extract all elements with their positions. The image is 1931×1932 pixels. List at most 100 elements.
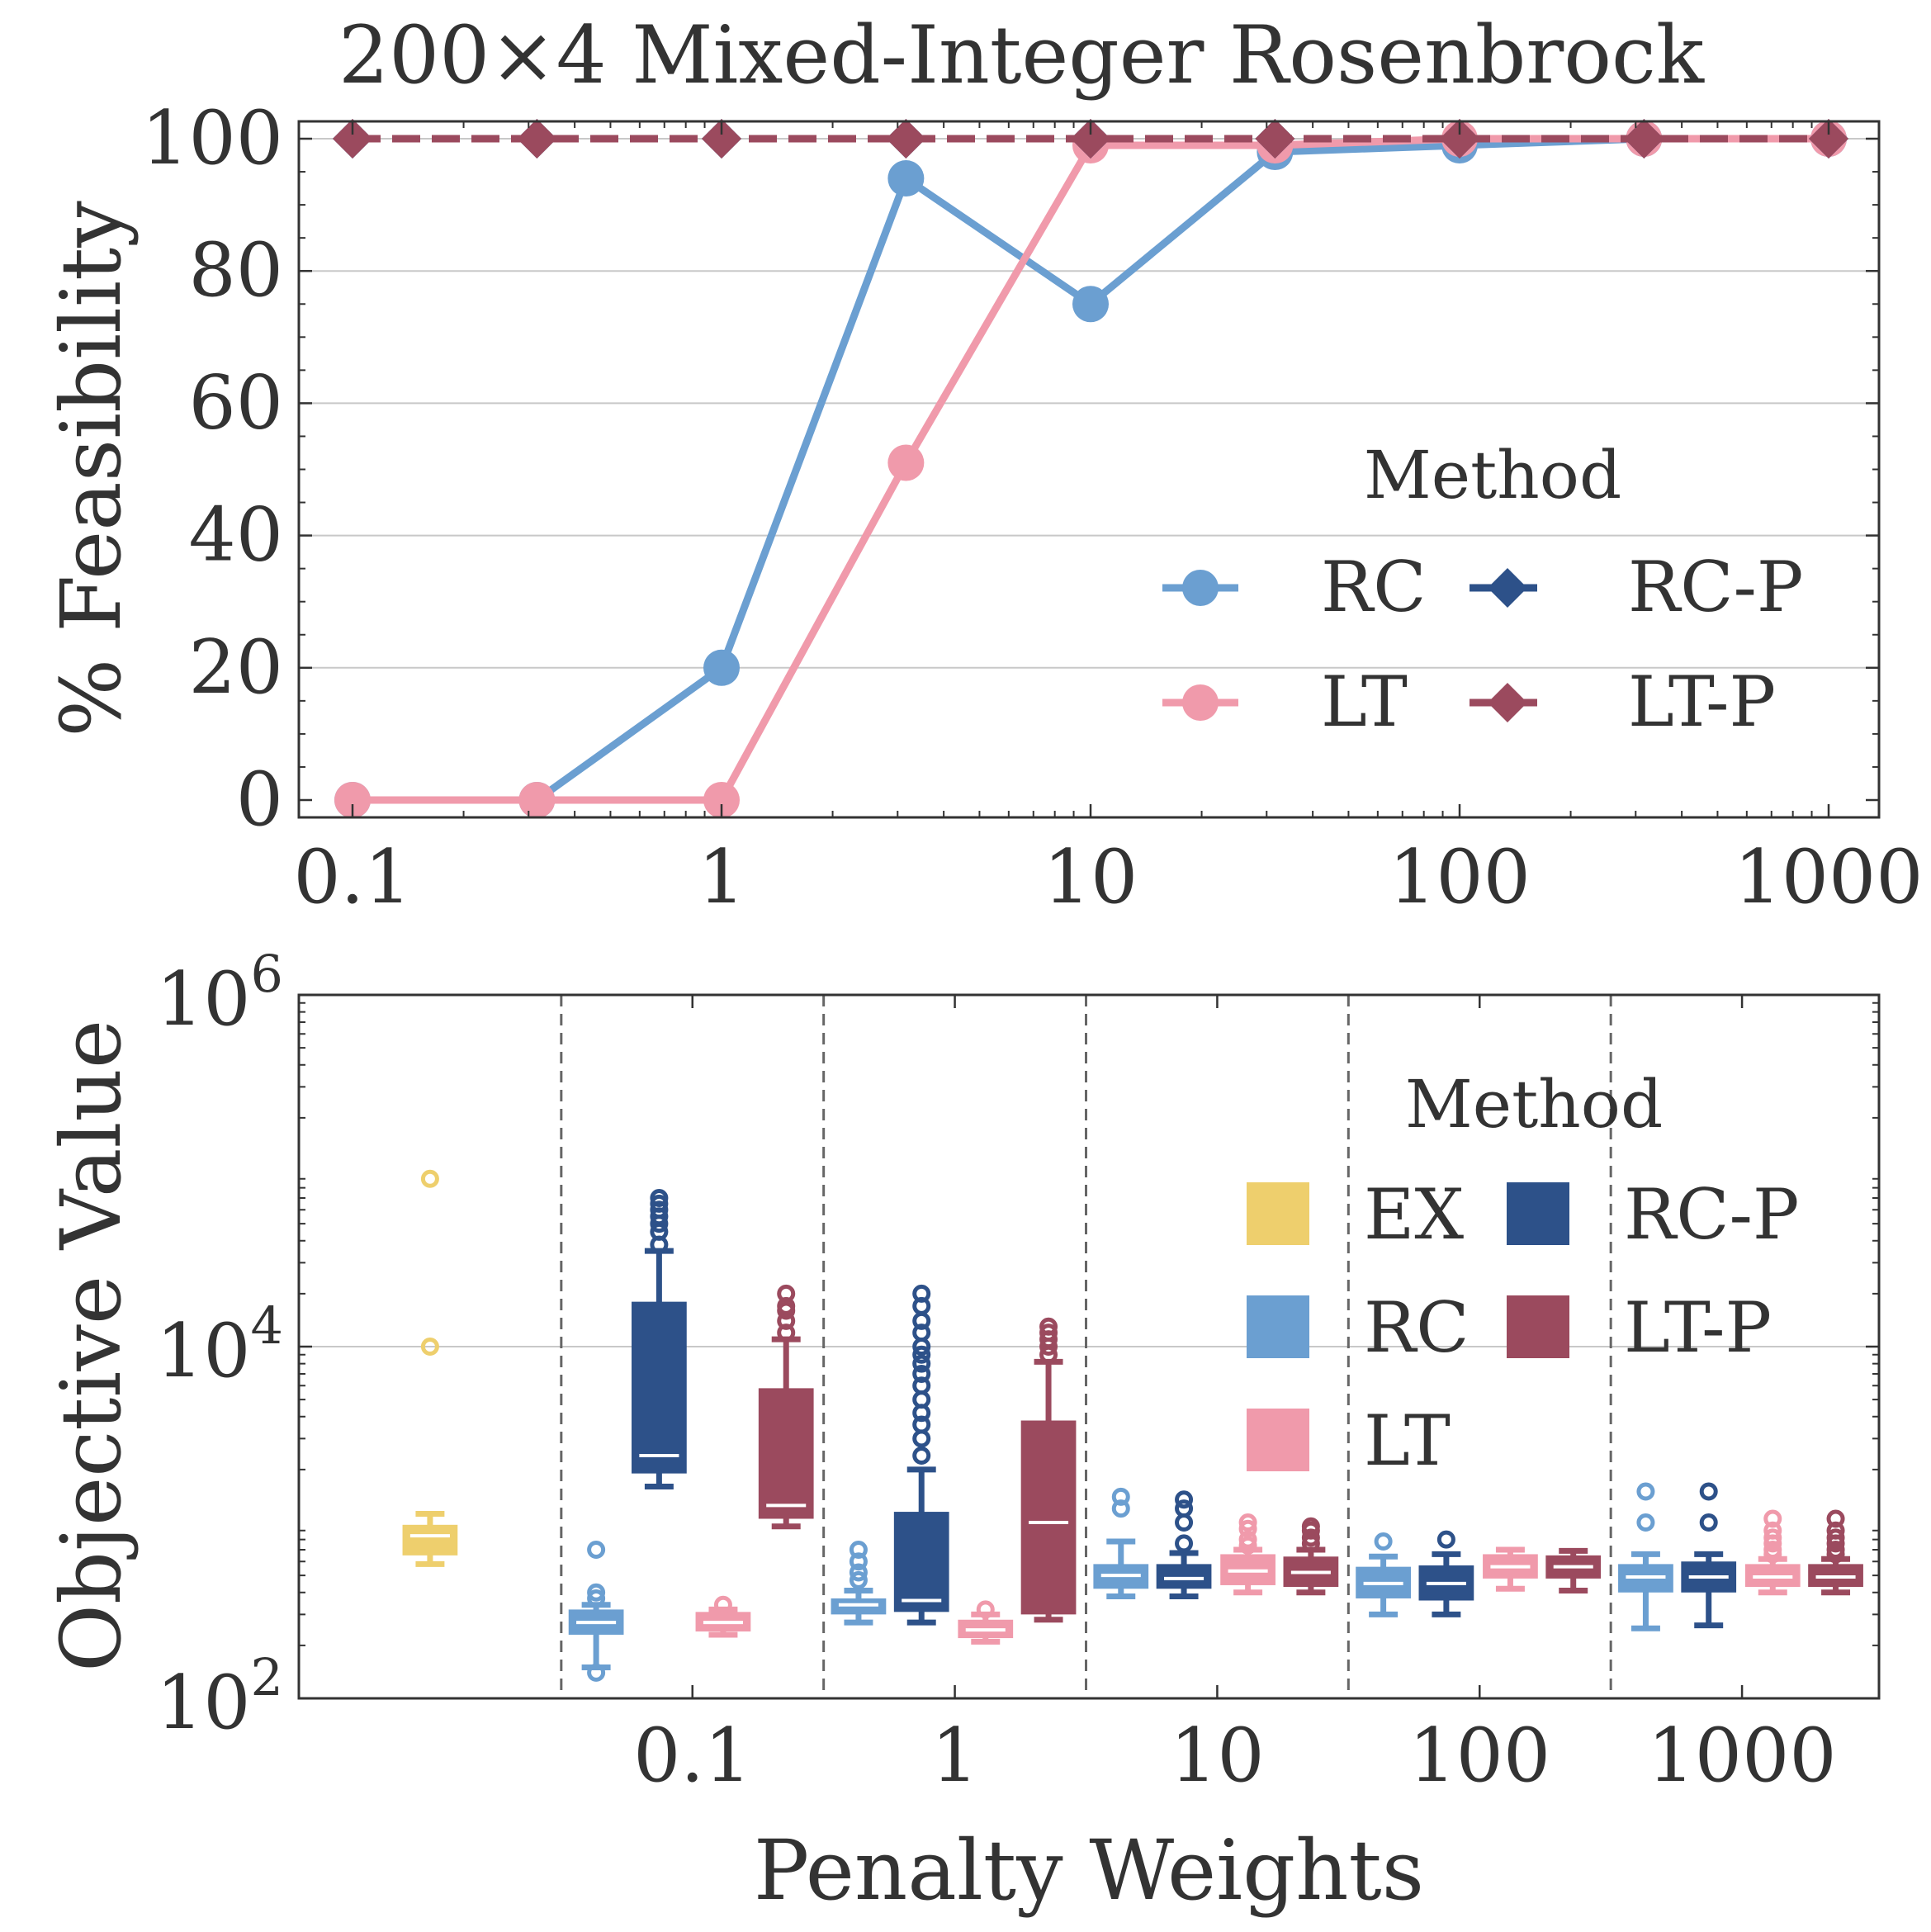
- data-point-rc: [1072, 286, 1109, 323]
- objective-ytick-exponent: 6: [251, 944, 283, 1004]
- outlier-point: [650, 1188, 669, 1207]
- data-point-lt-p: [1071, 119, 1110, 159]
- outlier-point: [1699, 1482, 1718, 1501]
- objective-ytick-exponent: 4: [251, 1295, 283, 1356]
- box-lt-p: [1020, 1317, 1077, 1623]
- box-rc-p: [1156, 1490, 1212, 1600]
- objective-xlabel: Penalty Weights: [754, 1822, 1424, 1919]
- box-rc: [1618, 1482, 1673, 1631]
- data-point-rc: [703, 649, 740, 686]
- box-rc-p: [632, 1188, 687, 1490]
- objective-xtick-label: 1000: [1648, 1712, 1837, 1799]
- box-body-lt-p: [758, 1388, 814, 1519]
- feasibility-series: [333, 119, 1848, 818]
- objective-ytick-base: 10: [156, 1660, 251, 1746]
- feasibility-xtick-label: 0.1: [293, 834, 411, 921]
- outlier-point: [587, 1583, 606, 1602]
- outlier-point: [1238, 1536, 1257, 1555]
- box-lt-p: [1283, 1517, 1339, 1596]
- objective-ytick-base: 10: [156, 1308, 251, 1395]
- objective-ylabel: Objective Value: [43, 1020, 140, 1672]
- data-point-lt-p: [1255, 119, 1295, 159]
- box-rc: [831, 1540, 887, 1626]
- box-body-lt-p: [1020, 1420, 1077, 1615]
- feasibility-legend: Method RC RC-P LT LT-P: [1162, 437, 1803, 742]
- box-body-ex: [402, 1524, 458, 1556]
- outlier-point: [1238, 1519, 1257, 1538]
- outlier-point: [1301, 1528, 1320, 1547]
- outlier-point: [1374, 1532, 1393, 1551]
- outlier-point: [1636, 1513, 1655, 1532]
- objective-ytick-label: 104: [156, 1295, 283, 1395]
- outlier-point: [1238, 1513, 1257, 1532]
- outlier-point: [1436, 1530, 1455, 1549]
- data-point-lt-p: [1624, 119, 1664, 159]
- legend-swatch-rc-p: [1507, 1182, 1569, 1245]
- legend-marker-rc: [1182, 570, 1219, 606]
- objective-boxes: 0.1 1 10 100 1000: [402, 995, 1863, 1799]
- outlier-point: [1826, 1509, 1845, 1528]
- legend-label-lt-p: LT-P: [1624, 1287, 1772, 1368]
- objective-ytick-exponent: 2: [251, 1647, 283, 1707]
- outlier-point: [777, 1324, 796, 1342]
- outlier-point: [1763, 1521, 1782, 1540]
- feasibility-xtick-label: 10: [1044, 834, 1138, 921]
- legend-label-rc-p: RC-P: [1628, 547, 1803, 627]
- outlier-point: [912, 1376, 931, 1395]
- legend-swatch-lt-p: [1507, 1295, 1569, 1358]
- box-group-baseline: [402, 1169, 458, 1567]
- outlier-point: [912, 1415, 931, 1434]
- outlier-point: [1175, 1490, 1194, 1509]
- data-point-lt-p: [702, 119, 741, 159]
- objective-xtick-label: 10: [1170, 1712, 1265, 1799]
- outlier-point: [1238, 1530, 1257, 1549]
- feasibility-ytick-label: 80: [188, 227, 283, 314]
- box-body-rc-p: [632, 1301, 687, 1474]
- outlier-point: [420, 1169, 439, 1188]
- outlier-point: [912, 1354, 931, 1373]
- outlier-point: [1039, 1317, 1058, 1336]
- box-ex: [402, 1169, 458, 1567]
- objective-xtick-label: 0.1: [633, 1712, 751, 1799]
- objective-grid: [299, 995, 1879, 1698]
- outlier-point: [912, 1364, 931, 1383]
- box-body-rc-p: [893, 1512, 949, 1612]
- box-group-0-1: 0.1: [568, 995, 814, 1799]
- objective-ytick-label: 106: [156, 944, 283, 1043]
- outlier-point: [1111, 1499, 1130, 1518]
- box-group-100: 100: [1356, 995, 1602, 1799]
- outlier-point: [912, 1345, 931, 1364]
- data-point-lt-p: [517, 119, 557, 159]
- box-rc: [1356, 1532, 1411, 1617]
- outlier-point: [1826, 1528, 1845, 1547]
- data-point-lt: [703, 782, 740, 818]
- outlier-point: [849, 1563, 868, 1582]
- objective-legend-title: Method: [1405, 1066, 1663, 1143]
- data-point-lt: [334, 782, 371, 818]
- feasibility-xtick-label: 1: [698, 834, 745, 921]
- outlier-point: [1175, 1534, 1194, 1553]
- outlier-point: [587, 1663, 606, 1682]
- outlier-point: [1763, 1528, 1782, 1547]
- chart-title: 200×4 Mixed-Integer Rosenbrock: [338, 9, 1705, 102]
- legend-marker-lt-p: [1488, 683, 1527, 722]
- outlier-point: [849, 1570, 868, 1589]
- outlier-point: [1763, 1509, 1782, 1528]
- feasibility-ticks: 0 20 40 60 80 100 0.1 1 10 100 1000: [141, 95, 1923, 921]
- outlier-point: [912, 1447, 931, 1466]
- legend-label-rc-p: RC-P: [1624, 1174, 1799, 1255]
- legend-swatch-rc: [1247, 1295, 1309, 1358]
- objective-ytick-base: 10: [156, 956, 251, 1043]
- data-point-lt-p: [1440, 119, 1479, 159]
- legend-marker-lt: [1182, 684, 1219, 721]
- box-rc: [1093, 1487, 1149, 1600]
- data-point-lt: [887, 444, 925, 481]
- feasibility-xtick-label: 100: [1389, 834, 1531, 921]
- objective-xtick-label: 100: [1408, 1712, 1550, 1799]
- box-group-1: 1: [831, 995, 1077, 1799]
- outlier-point: [1301, 1517, 1320, 1536]
- box-rc-p: [893, 1284, 949, 1626]
